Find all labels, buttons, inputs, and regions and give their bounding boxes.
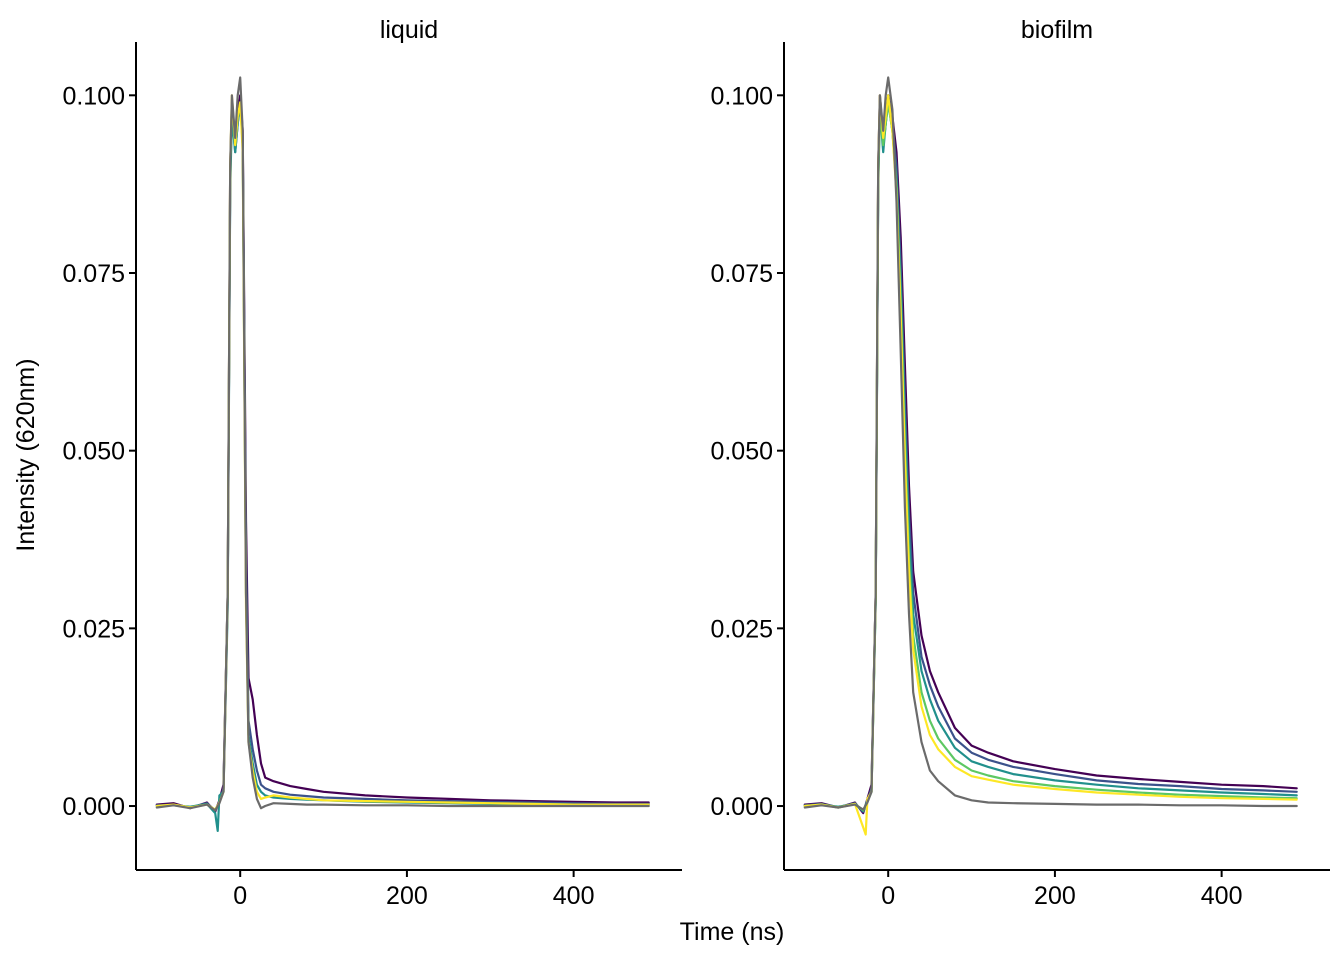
- x-tick-label: 200: [1034, 882, 1076, 910]
- x-axis-title: Time (ns): [680, 918, 785, 946]
- y-tick-label: 0.000: [710, 793, 773, 821]
- y-axis-title: Intensity (620nm): [12, 358, 40, 551]
- panel-biofilm: biofilm 0.000 0.025 0.050 0.075 0.100 0 200 400: [710, 16, 1330, 910]
- x-tick-label: 400: [1201, 882, 1243, 910]
- y-tick-label: 0.050: [710, 438, 773, 466]
- y-tick-label: 0.075: [710, 260, 773, 288]
- series-line-biofilm-5: [803, 94, 1298, 836]
- x-tick-label: 0: [881, 882, 895, 910]
- y-tick-label: 0.075: [62, 260, 125, 288]
- x-tick-label: 0: [233, 882, 247, 910]
- series-line-liquid-5: [155, 76, 650, 812]
- x-tick-label: 200: [386, 882, 428, 910]
- y-tick-label: 0.000: [62, 793, 125, 821]
- y-tick-label: 0.025: [710, 615, 773, 643]
- y-tick-label: 0.100: [62, 82, 125, 110]
- facet-title: liquid: [380, 16, 438, 44]
- x-tick-label: 400: [553, 882, 595, 910]
- series-line-biofilm-6: [803, 76, 1298, 811]
- panel-liquid: liquid 0.000 0.025 0.050 0.075 0.100 0 200 400: [62, 16, 682, 910]
- y-tick-label: 0.050: [62, 438, 125, 466]
- y-tick-label: 0.100: [710, 82, 773, 110]
- facet-title: biofilm: [1021, 16, 1093, 44]
- y-tick-label: 0.025: [62, 615, 125, 643]
